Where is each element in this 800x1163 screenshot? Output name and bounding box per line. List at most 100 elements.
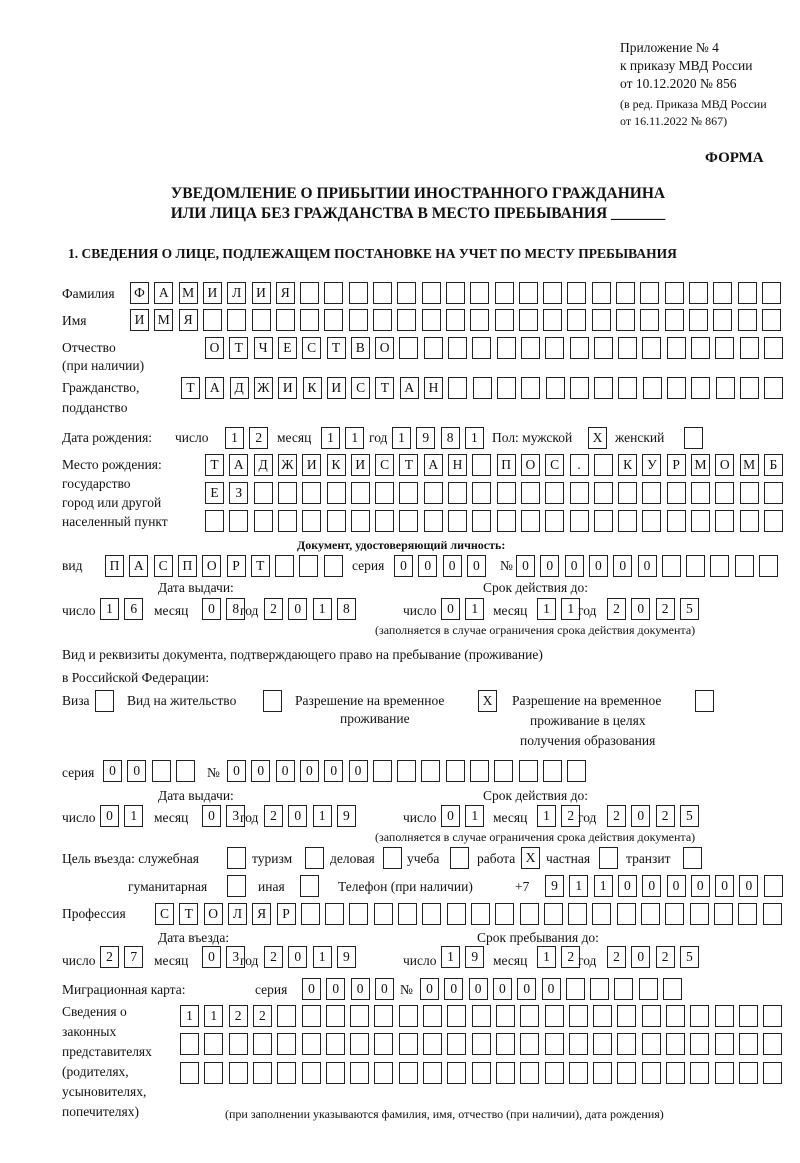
- char-box-birth-place2[interactable]: Е: [205, 482, 224, 504]
- char-box-birth-place2[interactable]: [739, 482, 759, 504]
- char-box-reps2[interactable]: [617, 1033, 637, 1055]
- char-box-profession[interactable]: [641, 903, 660, 925]
- checkbox-p-work[interactable]: X: [521, 847, 540, 869]
- char-box-surname[interactable]: [445, 282, 465, 304]
- checkbox-sex-female[interactable]: [684, 427, 703, 449]
- char-box-reps1[interactable]: [568, 1005, 588, 1027]
- char-box-birth-place1[interactable]: Т: [205, 454, 224, 476]
- char-box-patronymic[interactable]: [496, 337, 516, 359]
- char-box-reps3[interactable]: [423, 1062, 442, 1084]
- char-box-name[interactable]: [664, 309, 684, 331]
- char-box-reps2[interactable]: [471, 1033, 491, 1055]
- char-box-citizenship[interactable]: [667, 377, 686, 399]
- char-box-reps1[interactable]: [374, 1005, 394, 1027]
- char-box-entry-day[interactable]: 2: [100, 946, 119, 968]
- char-box-reps3[interactable]: [325, 1062, 345, 1084]
- char-box-stay-day[interactable]: 9: [465, 946, 485, 968]
- char-box-doc-issue-day[interactable]: 1: [100, 598, 119, 620]
- char-box-right-number[interactable]: 0: [275, 760, 295, 782]
- char-box-entry-month[interactable]: 0: [202, 946, 221, 968]
- char-box-name[interactable]: [300, 309, 320, 331]
- char-box-birth-place1[interactable]: О: [520, 454, 540, 476]
- char-box-entry-year[interactable]: 2: [264, 946, 283, 968]
- char-box-surname[interactable]: Я: [275, 282, 295, 304]
- char-box-surname[interactable]: И: [251, 282, 271, 304]
- char-box-patronymic[interactable]: В: [350, 337, 370, 359]
- char-box-reps3[interactable]: [666, 1062, 685, 1084]
- char-box-doc-issue-year[interactable]: 1: [312, 598, 332, 620]
- char-box-patronymic[interactable]: Е: [277, 337, 297, 359]
- char-box-profession[interactable]: [592, 903, 612, 925]
- char-box-birth-place2[interactable]: [545, 482, 565, 504]
- char-box-phone[interactable]: 0: [666, 875, 686, 897]
- char-box-profession[interactable]: [713, 903, 733, 925]
- char-box-mc-number[interactable]: 0: [492, 978, 512, 1000]
- char-box-phone[interactable]: 0: [715, 875, 735, 897]
- char-box-reps2[interactable]: [666, 1033, 685, 1055]
- char-box-reps2[interactable]: [520, 1033, 540, 1055]
- char-box-birth-place3[interactable]: [326, 510, 346, 532]
- char-box-citizenship[interactable]: [521, 377, 541, 399]
- char-box-name[interactable]: [373, 309, 392, 331]
- char-box-patronymic[interactable]: [399, 337, 419, 359]
- char-box-doc-number[interactable]: [734, 555, 754, 577]
- checkbox-p-other[interactable]: [300, 875, 319, 897]
- char-box-right-exp-day[interactable]: 0: [441, 805, 460, 827]
- char-box-right-issue-month[interactable]: 0: [202, 805, 221, 827]
- char-box-citizenship[interactable]: [545, 377, 565, 399]
- char-box-reps3[interactable]: [277, 1062, 297, 1084]
- char-box-right-number[interactable]: [372, 760, 392, 782]
- char-box-name[interactable]: [616, 309, 635, 331]
- char-box-citizenship[interactable]: Н: [424, 377, 443, 399]
- char-box-right-exp-month[interactable]: 2: [561, 805, 581, 827]
- char-box-patronymic[interactable]: [715, 337, 735, 359]
- char-box-right-exp-year[interactable]: 2: [655, 805, 675, 827]
- char-box-citizenship[interactable]: [739, 377, 759, 399]
- char-box-right-number[interactable]: [445, 760, 465, 782]
- char-box-reps2[interactable]: [398, 1033, 418, 1055]
- char-box-citizenship[interactable]: [496, 377, 516, 399]
- char-box-reps3[interactable]: [180, 1062, 199, 1084]
- char-box-birth-place3[interactable]: [545, 510, 565, 532]
- char-box-reps3[interactable]: [690, 1062, 710, 1084]
- char-box-reps1[interactable]: [301, 1005, 321, 1027]
- char-box-surname[interactable]: [300, 282, 320, 304]
- char-box-doc-exp-year[interactable]: 5: [679, 598, 699, 620]
- char-box-name[interactable]: [202, 309, 222, 331]
- char-box-profession[interactable]: [616, 903, 636, 925]
- char-box-surname[interactable]: [640, 282, 660, 304]
- char-box-reps2[interactable]: [277, 1033, 297, 1055]
- char-box-reps1[interactable]: [641, 1005, 661, 1027]
- char-box-citizenship[interactable]: [594, 377, 614, 399]
- char-box-name[interactable]: [324, 309, 344, 331]
- char-box-mc-number[interactable]: 0: [541, 978, 561, 1000]
- checkbox-p-tourism[interactable]: [305, 847, 324, 869]
- char-box-right-number[interactable]: [397, 760, 417, 782]
- char-box-birth-place3[interactable]: [691, 510, 710, 532]
- checkbox-p-study[interactable]: [450, 847, 469, 869]
- char-box-surname[interactable]: И: [202, 282, 222, 304]
- char-box-right-issue-year[interactable]: 2: [264, 805, 283, 827]
- char-box-citizenship[interactable]: Т: [375, 377, 395, 399]
- char-box-reps3[interactable]: [204, 1062, 224, 1084]
- char-box-reps3[interactable]: [617, 1062, 637, 1084]
- char-box-right-exp-year[interactable]: 2: [607, 805, 626, 827]
- char-box-mc-number[interactable]: [614, 978, 634, 1000]
- char-box-surname[interactable]: [518, 282, 538, 304]
- char-box-birth-place2[interactable]: [691, 482, 710, 504]
- char-box-surname[interactable]: Л: [227, 282, 247, 304]
- char-box-reps1[interactable]: 2: [228, 1005, 248, 1027]
- char-box-birth-place1[interactable]: И: [302, 454, 322, 476]
- char-box-birth-place3[interactable]: [229, 510, 249, 532]
- char-box-birth-place1[interactable]: Н: [448, 454, 467, 476]
- char-box-doc-exp-month[interactable]: 1: [561, 598, 581, 620]
- char-box-name[interactable]: [713, 309, 733, 331]
- char-box-surname[interactable]: [567, 282, 587, 304]
- char-box-citizenship[interactable]: Ж: [253, 377, 273, 399]
- char-box-name[interactable]: [761, 309, 781, 331]
- char-box-birth-place2[interactable]: [350, 482, 370, 504]
- char-box-surname[interactable]: [421, 282, 441, 304]
- char-box-surname[interactable]: [324, 282, 344, 304]
- char-box-patronymic[interactable]: [666, 337, 686, 359]
- char-box-birth-place3[interactable]: [496, 510, 516, 532]
